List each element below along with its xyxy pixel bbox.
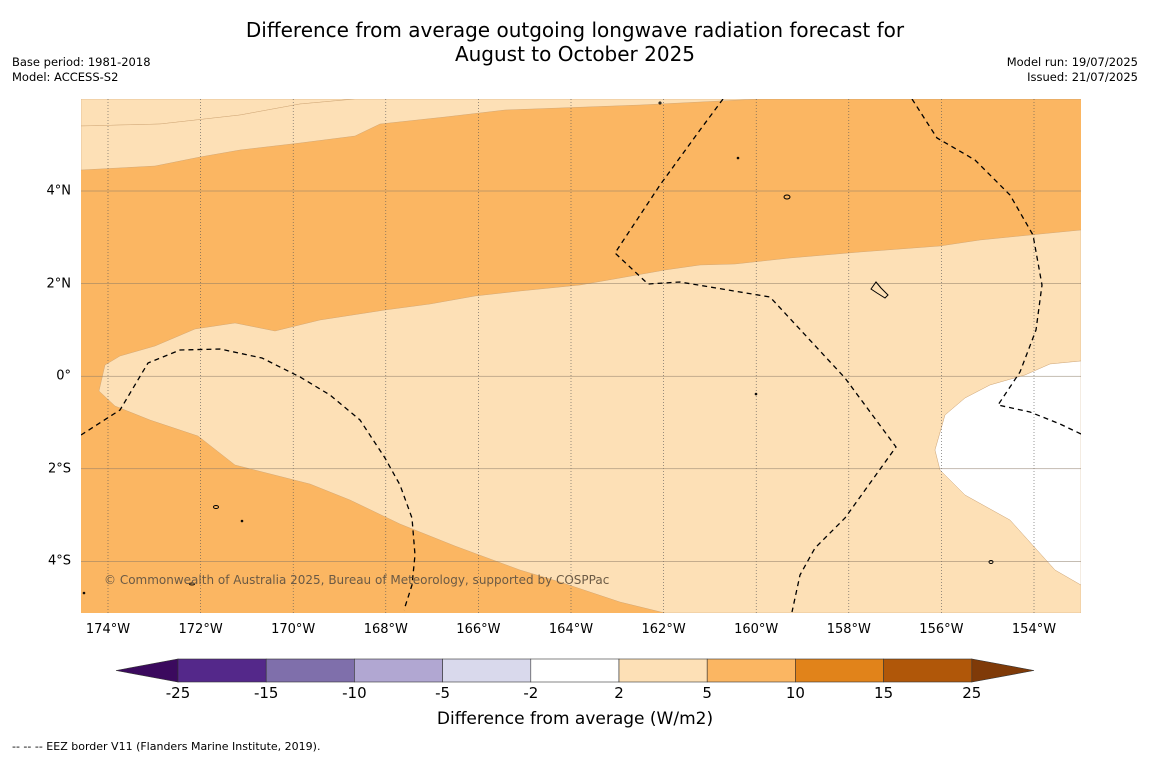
colorbar-tick: 2 — [614, 684, 624, 702]
island-5 — [658, 101, 662, 105]
longitude-tick: 164°W — [548, 622, 594, 637]
longitude-tick: 170°W — [271, 622, 316, 637]
islands — [82, 101, 994, 595]
colorbar-tick: -2 — [523, 684, 539, 702]
longitude-tick: 154°W — [1011, 622, 1057, 637]
colorbar-segment — [354, 658, 443, 683]
longitude-tick: 162°W — [641, 622, 686, 637]
colorbar-tick: -25 — [165, 684, 191, 702]
colorbar-segment — [530, 658, 620, 683]
colorbar-tick: 10 — [785, 684, 805, 702]
model-run: Model run: 19/07/2025 — [1006, 55, 1138, 69]
eez-border-west — [81, 348, 416, 611]
latitude-tick: 0° — [56, 368, 71, 384]
eez-borders — [81, 99, 1081, 613]
colorbar-segment — [442, 658, 532, 683]
island-4 — [988, 560, 994, 564]
longitude-tick: 156°W — [919, 622, 964, 637]
island-1 — [783, 194, 791, 200]
contour-near-normal — [934, 360, 1081, 586]
contour-north-light-band — [81, 99, 1081, 171]
island-kiritimati — [870, 281, 889, 299]
colorbar-extend-high — [971, 658, 1035, 683]
base-info: Base period: 1981-2018 Model: ACCESS-S2 — [12, 55, 151, 85]
island-7 — [754, 392, 758, 396]
longitude-tick: 160°W — [734, 622, 779, 637]
island-8 — [240, 519, 244, 523]
eez-legend-note: -- -- -- EEZ border V11 (Flanders Marine… — [12, 740, 321, 753]
model-name: Model: ACCESS-S2 — [12, 70, 119, 84]
colorbar-segment — [177, 658, 267, 683]
colorbar-segment — [618, 658, 708, 683]
colorbar-extend-low — [115, 658, 179, 683]
issued-date: Issued: 21/07/2025 — [1027, 70, 1138, 84]
title-line-1: Difference from average outgoing longwav… — [245, 18, 905, 42]
island-3 — [189, 582, 195, 586]
map-title: Difference from average outgoing longwav… — [0, 18, 1150, 66]
latitude-tick: 2°N — [46, 276, 72, 292]
gridlines — [81, 99, 1081, 613]
colorbar-tick: -5 — [435, 684, 451, 702]
map-area: © Commonwealth of Australia 2025, Bureau… — [81, 99, 1081, 613]
colorbar-segment — [265, 658, 355, 683]
colorbar — [115, 658, 1035, 683]
eez-border-line-islands — [911, 99, 1081, 435]
copyright-notice: © Commonwealth of Australia 2025, Bureau… — [104, 573, 609, 587]
latitude-tick: 4°N — [46, 183, 72, 199]
longitude-tick: 174°W — [85, 622, 131, 637]
base-period: Base period: 1981-2018 — [12, 55, 151, 69]
latitude-tick: 2°S — [47, 461, 71, 477]
colorbar-tick: 5 — [702, 684, 712, 702]
colorbar-segment — [883, 658, 973, 683]
longitude-tick: 158°W — [826, 622, 871, 637]
colorbar-label: Difference from average (W/m2) — [436, 709, 714, 729]
longitude-tick: 172°W — [178, 622, 223, 637]
colorbar-tick: -15 — [253, 684, 279, 702]
longitude-tick: 166°W — [456, 622, 501, 637]
colorbar-segment — [706, 658, 796, 683]
colorbar-segment — [795, 658, 884, 683]
colorbar-tick: -10 — [342, 684, 367, 702]
colorbar-tick: 15 — [874, 684, 894, 702]
latitude-tick: 4°S — [47, 553, 71, 569]
title-line-2: August to October 2025 — [454, 42, 696, 66]
longitude-tick: 168°W — [363, 622, 408, 637]
island-6 — [736, 156, 740, 160]
island-9 — [82, 591, 86, 595]
island-2 — [213, 505, 219, 509]
run-info: Model run: 19/07/2025 Issued: 21/07/2025 — [1007, 55, 1138, 85]
colorbar-tick: 25 — [962, 684, 982, 702]
